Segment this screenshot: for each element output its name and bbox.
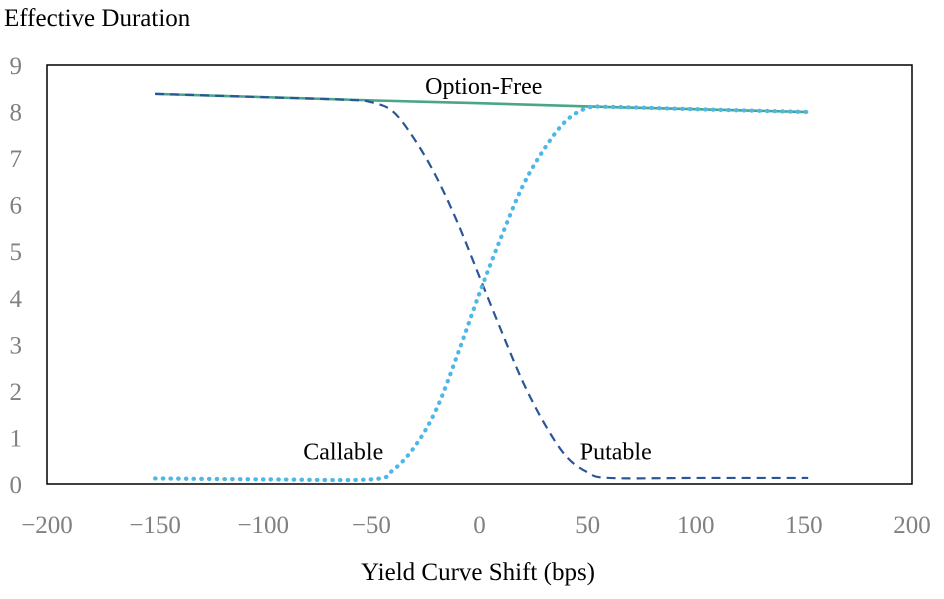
- y-tick-label: 6: [10, 193, 23, 220]
- y-tick-label: 2: [10, 379, 23, 406]
- y-tick-label: 1: [10, 425, 23, 452]
- series-line-putable: [155, 106, 808, 480]
- x-tick-labels: −200 −150 −100 −50 0 50 100 150 200: [21, 512, 931, 539]
- annotation-label: Putable: [580, 439, 652, 465]
- x-tick-label: −100: [237, 512, 289, 539]
- y-tick-label: 3: [10, 332, 23, 359]
- x-tick-label: −150: [129, 512, 181, 539]
- series-layer: [155, 94, 808, 480]
- x-tick-label: 0: [473, 512, 486, 539]
- x-tick-label: 150: [785, 512, 823, 539]
- y-tick-label: 8: [10, 100, 23, 127]
- annotation-label: Callable: [303, 439, 383, 465]
- x-tick-label: 100: [677, 512, 715, 539]
- y-tick-label: 7: [10, 146, 23, 173]
- x-tick-label: 50: [575, 512, 600, 539]
- x-tick-label: −200: [21, 512, 73, 539]
- y-axis-title: Effective Duration: [4, 5, 191, 32]
- annotation-label: Option-Free: [425, 74, 542, 100]
- y-tick-label: 5: [10, 239, 23, 266]
- y-tick-label: 0: [10, 472, 23, 499]
- x-tick-label: 200: [893, 512, 931, 539]
- y-tick-labels: 0 1 2 3 4 5 6 7 8 9: [10, 53, 23, 499]
- y-tick-label: 4: [10, 286, 23, 313]
- x-axis-title: Yield Curve Shift (bps): [361, 559, 595, 586]
- x-tick-label: −50: [352, 512, 391, 539]
- y-tick-label: 9: [10, 53, 23, 80]
